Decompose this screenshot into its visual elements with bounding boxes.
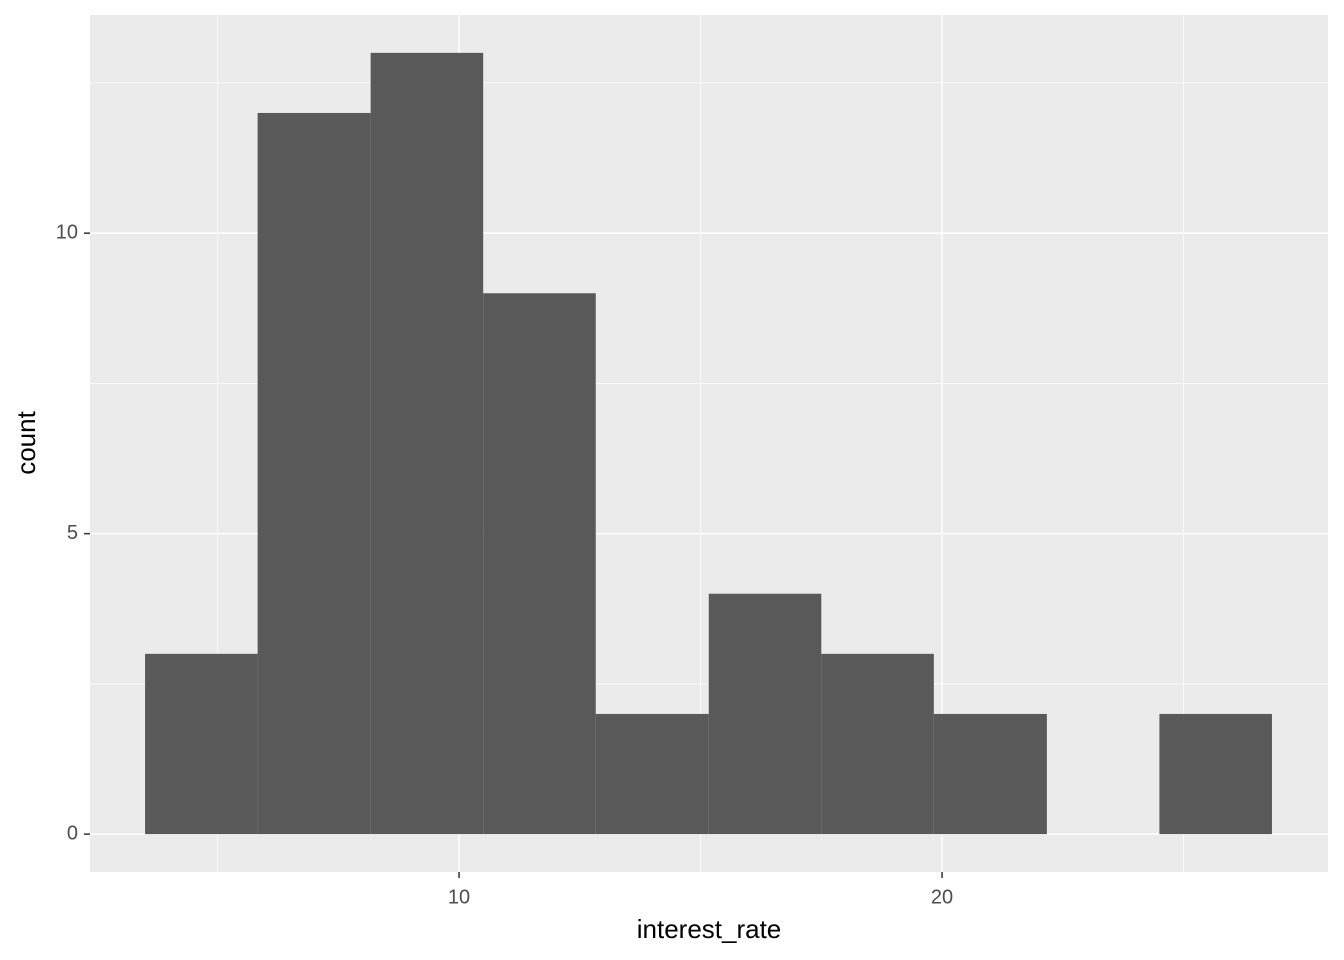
y-tick-label: 10 bbox=[56, 221, 78, 243]
bar bbox=[257, 112, 371, 835]
bar bbox=[1159, 713, 1272, 835]
x-axis-title: interest_rate bbox=[637, 914, 782, 944]
y-axis-title: count bbox=[11, 410, 41, 474]
bar bbox=[595, 713, 709, 835]
bar bbox=[370, 52, 484, 835]
x-tick-label: 10 bbox=[448, 886, 470, 908]
bar bbox=[145, 653, 258, 835]
y-tick-label: 5 bbox=[67, 522, 78, 544]
bar bbox=[483, 293, 596, 835]
bar bbox=[708, 593, 822, 835]
y-tick-label: 0 bbox=[67, 822, 78, 844]
bar bbox=[821, 653, 934, 835]
x-tick-label: 20 bbox=[931, 886, 953, 908]
bar bbox=[933, 713, 1047, 835]
